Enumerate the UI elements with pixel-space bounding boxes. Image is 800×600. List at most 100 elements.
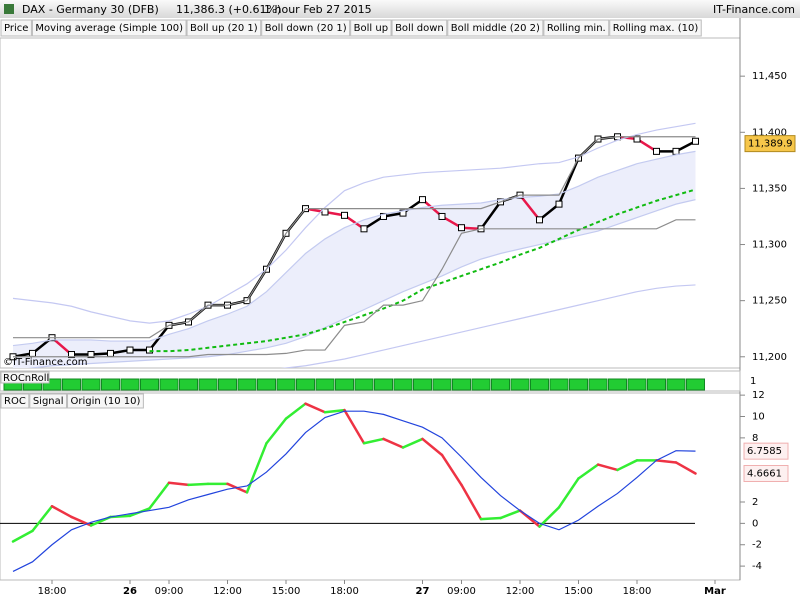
legend-cell <box>0 19 32 37</box>
legend-item: Boll down <box>395 23 444 34</box>
x-tick-label: 09:00 <box>447 586 476 597</box>
line-segment <box>11 529 34 543</box>
line-segment <box>362 437 385 445</box>
strip-box <box>452 378 471 391</box>
y-tick-label: 0 <box>752 518 758 529</box>
price-marker <box>458 224 465 232</box>
strip-box <box>471 378 491 391</box>
value-badge <box>743 442 789 460</box>
legend-item: Moving average (Simple 100) <box>35 23 183 34</box>
x-tick-label: 15:00 <box>272 586 301 597</box>
legend-item: Boll up (20 1) <box>190 23 258 34</box>
strip-box <box>335 378 354 391</box>
line-segment <box>518 193 541 222</box>
value-badge <box>743 465 789 483</box>
y-tick-label: 2 <box>752 497 758 508</box>
legend-item: Price <box>4 23 28 34</box>
strip-box <box>413 378 432 391</box>
line-segment <box>479 200 502 231</box>
x-tick-label: 09:00 <box>155 586 184 597</box>
line-segment <box>440 453 463 487</box>
legend-cell <box>543 19 610 37</box>
legend-item: Signal <box>33 396 64 407</box>
line-segment <box>265 417 288 445</box>
legend-cell <box>186 19 262 37</box>
strip-box <box>140 378 159 391</box>
value-badge-label: 6.7585 <box>747 446 782 457</box>
price-marker <box>380 212 387 220</box>
legend-cell <box>67 393 144 409</box>
strip-box <box>120 378 140 391</box>
strip-box <box>237 378 257 391</box>
legend-item: Boll middle (20 2) <box>451 23 540 34</box>
line-segment <box>460 483 483 521</box>
strip-box <box>588 378 608 391</box>
strip-box <box>393 378 413 391</box>
series-line <box>12 150 696 347</box>
line-segment <box>284 402 307 420</box>
legend-cell <box>29 393 68 409</box>
strip-box <box>159 378 179 391</box>
legend-cell <box>0 393 30 409</box>
line-segment <box>401 437 424 449</box>
copyright: ©IT-Finance.com <box>3 357 88 368</box>
series-line <box>280 284 696 368</box>
line-segment <box>557 477 580 509</box>
y-tick-label: 10 <box>752 412 765 423</box>
line-segment <box>577 463 600 480</box>
legend-item: Rolling max. (10) <box>613 23 699 34</box>
legend-item: Boll up <box>354 23 388 34</box>
strip-box <box>101 378 120 391</box>
x-tick-label: Mar <box>704 586 726 597</box>
price-marker <box>29 349 36 357</box>
line-segment <box>538 506 561 528</box>
line-segment <box>187 482 210 487</box>
strip-box <box>686 378 705 391</box>
series-line <box>149 188 696 353</box>
price-marker <box>536 216 543 224</box>
price-marker <box>146 346 153 354</box>
header-icon <box>4 4 14 14</box>
strip-box <box>218 378 237 391</box>
price-marker <box>68 351 75 359</box>
legend-item: Rolling min. <box>547 23 606 34</box>
price-marker <box>555 200 563 208</box>
line-segment <box>50 505 73 519</box>
strip-box <box>549 378 569 391</box>
price-marker <box>692 137 699 145</box>
y-tick-label: 11,300 <box>752 240 787 251</box>
price-badge-label: 11,389.9 <box>748 139 793 150</box>
y-tick-label: 11,200 <box>752 352 787 363</box>
price-marker <box>126 346 134 354</box>
x-tick-label: 12:00 <box>213 586 242 597</box>
legend-cell <box>261 19 351 37</box>
line-segment <box>674 461 697 475</box>
y-tick-label: 11,350 <box>752 183 787 194</box>
legend-cell <box>391 19 448 37</box>
strip-tick: 1 <box>750 376 756 387</box>
strip-box <box>608 378 627 391</box>
strip-box <box>198 378 218 391</box>
y-tick-label: -4 <box>752 561 762 572</box>
header-bar <box>0 0 800 18</box>
strip-box <box>42 378 62 391</box>
plot-area <box>9 122 699 368</box>
line-segment <box>304 402 327 414</box>
legend-cell <box>350 19 392 37</box>
x-tick-label: 18:00 <box>38 586 67 597</box>
line-segment <box>148 481 171 510</box>
price-marker <box>341 211 348 219</box>
y-tick-label: 12 <box>752 390 765 401</box>
line-segment <box>31 505 54 533</box>
legend-cell <box>609 19 702 37</box>
line-segment <box>596 463 619 472</box>
strip-box <box>374 378 393 391</box>
legend-item: Origin (10 10) <box>71 396 141 407</box>
price-marker <box>633 135 641 143</box>
y-tick-label: 8 <box>752 433 758 444</box>
line-segment <box>616 459 639 472</box>
series-line <box>13 219 696 358</box>
x-tick-label: 27 <box>416 586 430 597</box>
price-marker <box>87 351 95 359</box>
plot-area <box>0 402 697 572</box>
